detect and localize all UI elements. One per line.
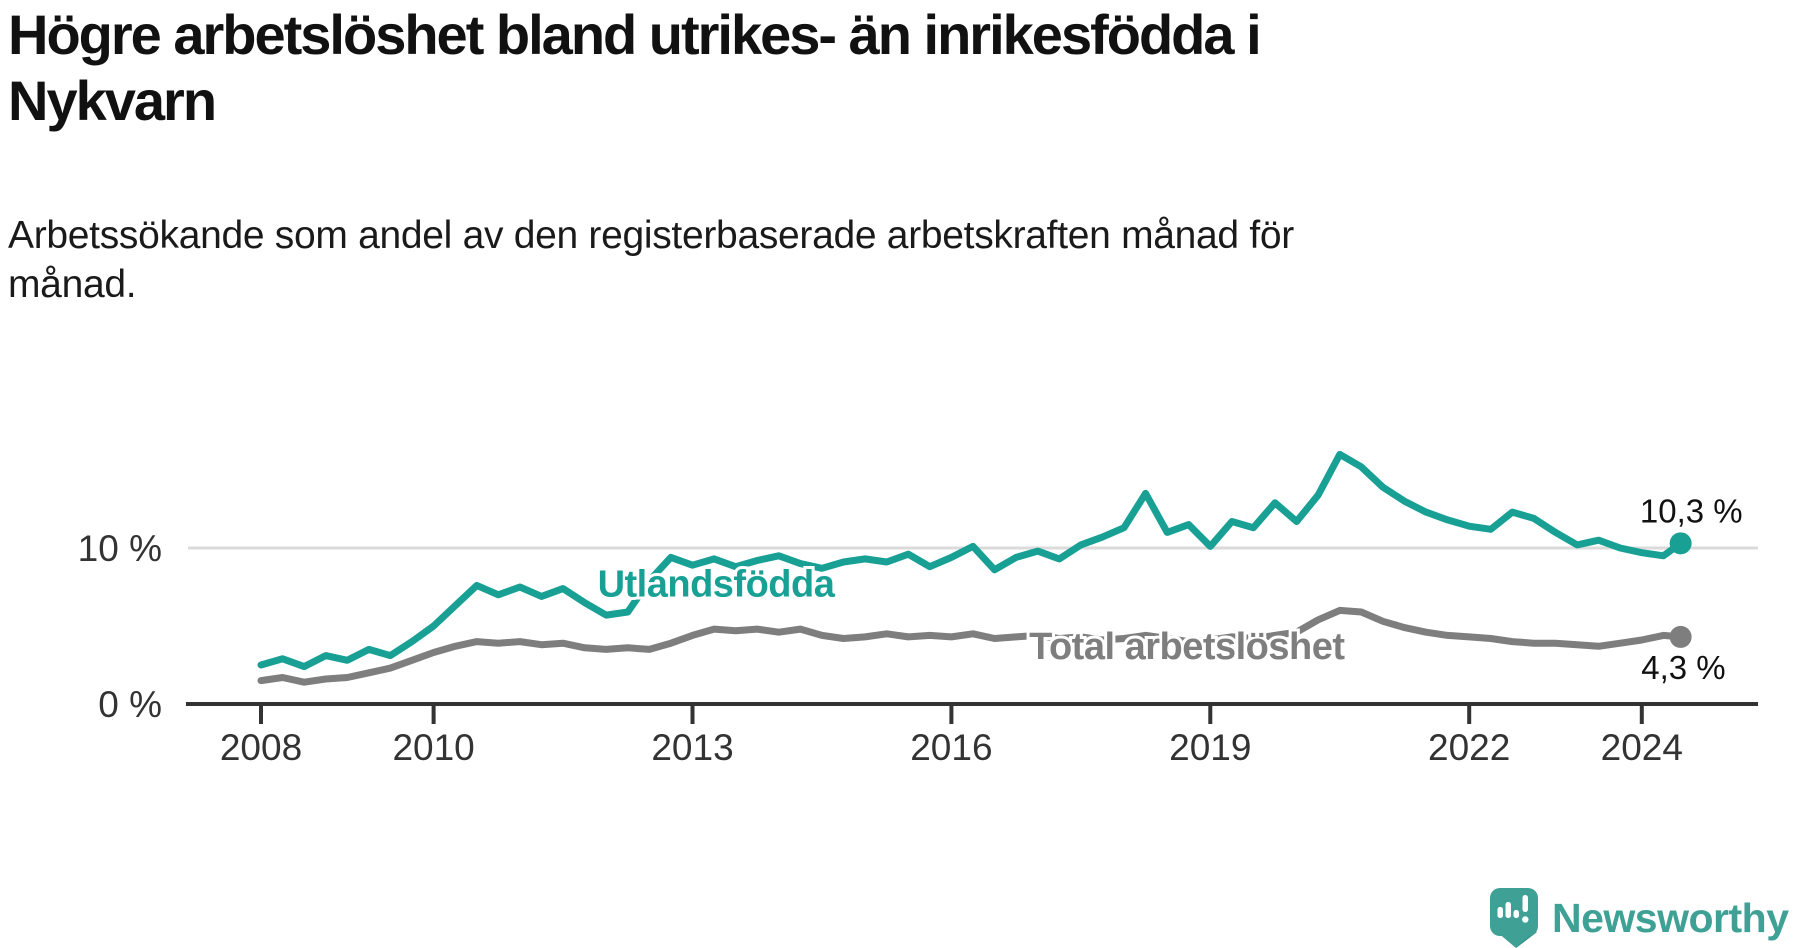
series-end-dot xyxy=(1669,532,1692,555)
x-axis-tick-label: 2010 xyxy=(392,727,474,768)
series-end-value-label: 4,3 % xyxy=(1641,649,1725,686)
series-name-label: Utlandsfödda xyxy=(598,563,836,605)
newsworthy-logo[interactable]: Newsworthy xyxy=(1482,882,1800,948)
brand-name: Newsworthy xyxy=(1552,895,1789,941)
speech-bubble-bar-chart-icon xyxy=(1490,888,1538,948)
series-line xyxy=(257,450,1685,671)
newsworthy-logo-graphic: Newsworthy xyxy=(1490,888,1790,948)
page-title: Högre arbetslöshet bland utrikes- än inr… xyxy=(8,3,1262,132)
x-axis-tick-label: 2016 xyxy=(910,727,992,768)
x-axis-tick-label: 2013 xyxy=(651,727,733,768)
x-axis-tick-label: 2008 xyxy=(220,727,302,768)
chart-subtitle: Arbetssökande som andel av den registerb… xyxy=(8,214,1294,306)
x-axis-tick-label: 2019 xyxy=(1169,727,1251,768)
x-axis-tick-label: 2024 xyxy=(1601,727,1683,768)
x-axis-tick-label: 2022 xyxy=(1428,727,1510,768)
series-line xyxy=(257,606,1685,686)
series-name-label: Total arbetslöshet xyxy=(1029,626,1345,668)
series-end-dot xyxy=(1669,625,1692,648)
series-end-value-label: 10,3 % xyxy=(1640,492,1743,529)
y-axis-tick-label: 0 % xyxy=(98,684,162,725)
unemployment-line-chart: 0 % 10 % 2008 2010 2013 2016 2019 2022 2024 10,3 … xyxy=(78,450,1758,768)
y-axis-tick-label: 10 % xyxy=(78,528,162,569)
